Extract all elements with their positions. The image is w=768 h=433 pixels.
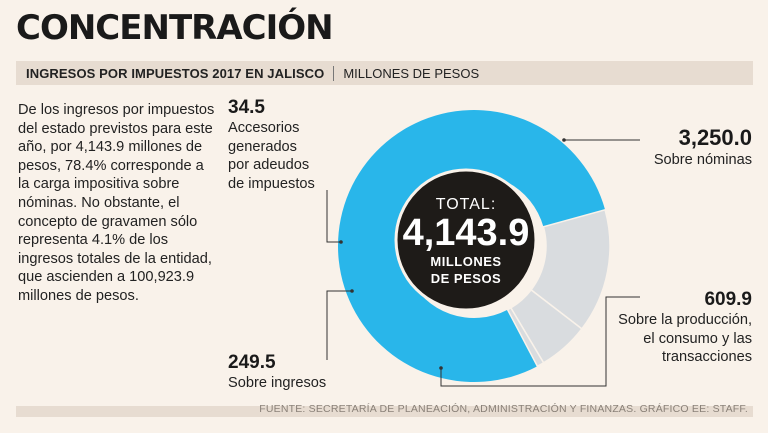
center-disc (394, 168, 538, 312)
leader-accesorios-dot (339, 240, 343, 244)
leader-accesorios (326, 190, 341, 243)
chart-subtitle-bar: INGRESOS POR IMPUESTOS 2017 EN JALISCO M… (16, 61, 753, 85)
chart-subtitle: INGRESOS POR IMPUESTOS 2017 EN JALISCO (26, 65, 325, 81)
description-paragraph: De los ingresos por impuestos del estado… (18, 102, 215, 304)
value-ingresos: 249.5 (228, 352, 276, 373)
label-accesorios: 34.5 Accesorios generados por adeudos de… (228, 97, 315, 193)
text-produccion-2: el consumo y las (643, 330, 752, 347)
slice-accesorios (506, 306, 545, 368)
slice-nominas (338, 109, 606, 382)
source-credit: FUENTE: SECRETARÍA DE PLANEACIÓN, ADMINI… (259, 403, 748, 415)
leader-ingresos-dot (350, 289, 354, 293)
footer-bar (16, 406, 753, 417)
subtitle-divider (333, 65, 335, 81)
label-produccion: 609.9 Sobre la producción, el consumo y … (618, 289, 752, 367)
value-accesorios: 34.5 (228, 97, 265, 118)
leader-nominas-dot (562, 138, 566, 142)
leader-produccion-dot (439, 366, 443, 370)
text-ingresos: Sobre ingresos (228, 375, 327, 391)
value-produccion: 609.9 (704, 289, 752, 310)
text-produccion-1: Sobre la producción, (618, 312, 752, 328)
label-nominas: 3,250.0 Sobre nóminas (654, 125, 752, 170)
text-accesorios-3: por adeudos (228, 157, 310, 174)
text-accesorios-2: generados (228, 138, 297, 155)
center-total-label: TOTAL: (436, 196, 497, 213)
value-nominas: 3,250.0 (678, 125, 752, 150)
center-total-value: 4,143.9 (403, 212, 530, 254)
leader-produccion (440, 296, 640, 387)
text-accesorios-1: Accesorios (228, 120, 300, 136)
center-unit-line2: DE PESOS (431, 271, 501, 286)
text-produccion-3: transacciones (661, 349, 752, 366)
center-unit-line1: MILLONES (430, 254, 501, 269)
label-ingresos: 249.5 Sobre ingresos (228, 352, 326, 393)
chart-unit: MILLONES DE PESOS (343, 65, 480, 81)
leader-ingresos (326, 290, 352, 360)
text-nominas: Sobre nóminas (653, 152, 752, 168)
page-title: CONCENTRACIÓN (16, 8, 334, 48)
text-accesorios-4: de impuestos (228, 175, 315, 192)
